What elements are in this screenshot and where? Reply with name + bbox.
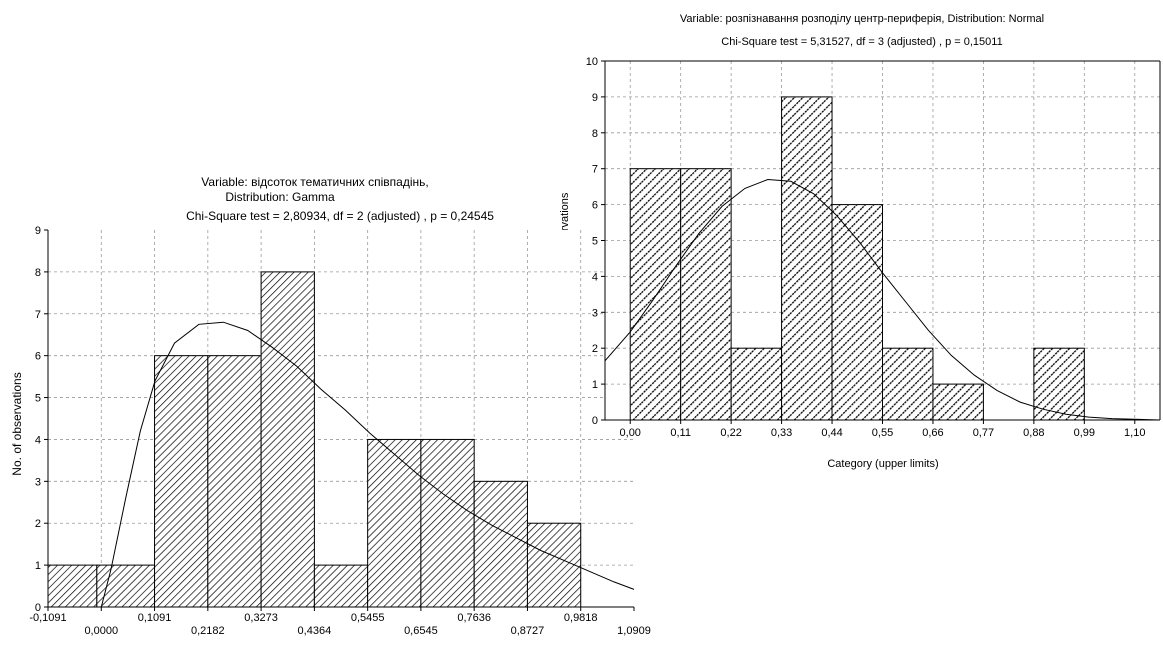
x-tick-label: 0,6545 [404,625,438,637]
x-tick-label: 1,10 [1124,427,1145,439]
histogram-bar [260,271,315,608]
y-tick-label: 4 [592,271,598,283]
chart1-plot: 0 1 2 3 4 5 6 7 8 9 -0,1091 0,0000 0,1091 0,2182 0,327… [29,225,650,637]
y-tick-label: 5 [592,236,598,248]
y-tick-label: 1 [592,379,598,391]
chart2-plot: 0 1 2 3 4 5 6 7 8 9 10 0,00 0,11 0,22 0,33 0,44 0,55 0,66… [586,56,1161,439]
y-tick-label: 1 [35,560,41,572]
x-tick-label: 0,2182 [191,625,225,637]
x-tick-label: 0,22 [720,427,741,439]
histogram-bar [526,522,582,608]
y-tick-label: 6 [35,351,41,363]
y-tick-label: 4 [35,434,41,446]
y-tick-label: 7 [35,309,41,321]
x-tick-label: 0,33 [771,427,792,439]
x-tick-label: 0,88 [1023,427,1044,439]
x-tick-label: 1,0909 [617,625,651,637]
histogram-bar [313,564,369,608]
x-tick-label: 0,1091 [138,612,172,624]
x-tick-label: 0,44 [821,427,842,439]
x-tick-label: 0,9818 [564,612,598,624]
histogram-bar [367,438,422,608]
histogram-bar [831,204,884,421]
fitted-curve [100,321,635,608]
histogram-bar [629,168,682,421]
y-tick-label: 3 [592,307,598,319]
chart1-title: Variable: відсоток тематичних співпадінь… [186,175,494,223]
histogram-bar [473,480,528,608]
x-tick-label: 0,77 [973,427,994,439]
chart1-title-line1: Variable: відсоток тематичних співпадінь… [201,175,428,189]
x-tick-label: 0,4364 [298,625,332,637]
chart1-title-line3: Chi-Square test = 2,80934, df = 2 (adjus… [186,209,494,223]
x-tick-label: 0,11 [670,427,691,439]
y-tick-label: 0 [35,602,41,614]
y-tick-label: 8 [592,128,598,140]
histogram-bar [781,96,833,421]
x-tick-label: 0,66 [922,427,943,439]
y-tick-label: 9 [592,92,598,104]
histogram-bar [680,168,732,421]
x-tick-label: 0,55 [872,427,893,439]
y-tick-label: 10 [586,56,598,68]
histogram-bar [207,355,262,608]
chart1-y-axis-label: No. of observations [10,372,24,475]
y-tick-label: 7 [592,164,598,176]
histogram-bar [882,347,934,421]
y-tick-label: 2 [592,343,598,355]
y-tick-label: 0 [592,415,598,427]
fitted-curve [604,178,1161,421]
y-tick-label: 9 [35,225,41,237]
chart2-x-axis-label: Category (upper limits) [827,458,938,470]
x-tick-label: 0,5455 [351,612,385,624]
chart1-title-line2: Distribution: Gamma [225,190,335,204]
x-tick-label: 0,0000 [84,625,118,637]
x-tick-label: 0,8727 [511,625,545,637]
x-tick-label: -0,1091 [29,612,66,624]
chart2-title-line2: Chi-Square test = 5,31527, df = 3 (adjus… [721,36,1002,48]
chart2-title: Variable: розпізнавання розподілу центр-… [680,13,1044,48]
x-tick-label: 0,3273 [244,612,278,624]
x-tick-label: 0,99 [1074,427,1095,439]
histogram-bar [47,564,98,608]
histogram-bar [1033,347,1085,421]
histogram-bar [154,355,209,608]
y-tick-label: 3 [35,476,41,488]
histogram-bar [96,564,156,608]
chart2-title-line1: Variable: розпізнавання розподілу центр-… [680,13,1044,25]
x-tick-label: 0,00 [620,427,641,439]
histogram-bar [932,383,984,421]
x-tick-label: 0,7636 [457,612,491,624]
y-tick-label: 5 [35,393,41,405]
histogram-bar [730,347,783,421]
y-tick-label: 8 [35,267,41,279]
histogram-bar [420,438,475,608]
y-tick-label: 2 [35,518,41,530]
y-tick-label: 6 [592,200,598,212]
